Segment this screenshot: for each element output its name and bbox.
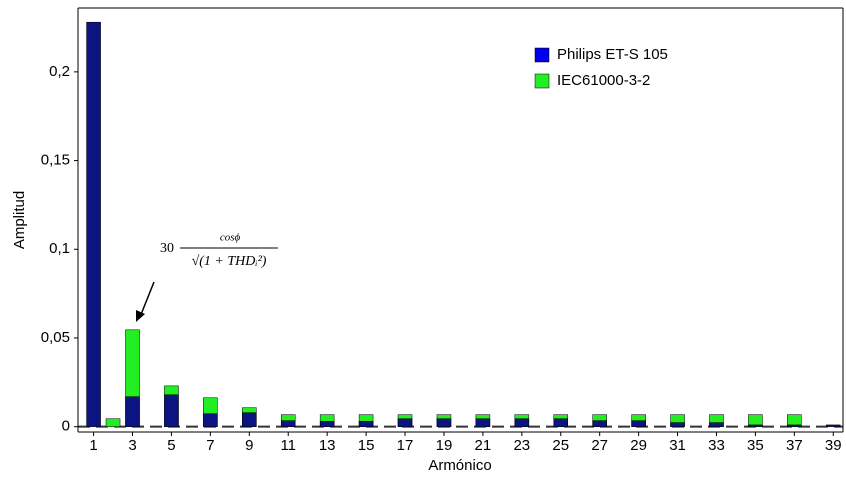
bar — [553, 418, 569, 427]
x-tick-label: 5 — [167, 437, 175, 454]
x-tick-label: 25 — [552, 437, 569, 454]
legend-label: IEC61000-3-2 — [557, 72, 650, 89]
bar — [475, 418, 491, 427]
bar — [358, 421, 374, 427]
x-tick-label: 1 — [89, 437, 97, 454]
bar — [826, 424, 841, 427]
legend-swatch — [534, 47, 550, 63]
bar — [125, 396, 140, 427]
x-tick-label: 35 — [747, 437, 764, 454]
arrow-shaft — [139, 281, 155, 318]
bar — [514, 418, 530, 427]
arrow-head — [136, 310, 145, 322]
bar — [242, 412, 257, 427]
x-axis-label: Armónico — [428, 457, 491, 474]
bar — [397, 418, 413, 427]
bar — [670, 422, 685, 427]
bar — [280, 420, 296, 427]
x-tick-label: 33 — [708, 437, 725, 454]
x-tick-label: 21 — [475, 437, 492, 454]
y-tick-label: 0,05 — [41, 329, 70, 346]
x-tick-label: 39 — [825, 437, 842, 454]
bar — [709, 422, 724, 427]
bar — [631, 420, 646, 427]
bar — [748, 424, 763, 427]
bar — [592, 420, 607, 427]
x-tick-label: 13 — [319, 437, 336, 454]
annotation: 30 cosϕ √(1 + THDᵢ²) — [136, 232, 278, 322]
annotation-numerator: cosϕ — [220, 232, 241, 244]
annotation-denominator: √(1 + THDᵢ²) — [192, 254, 267, 269]
x-tick-label: 15 — [358, 437, 375, 454]
bar — [164, 394, 179, 427]
bar — [105, 418, 121, 427]
bar — [86, 21, 101, 427]
y-tick-label: 0,1 — [49, 240, 70, 257]
legend-label: Philips ET-S 105 — [557, 46, 668, 63]
annotation-coefficient: 30 — [160, 241, 174, 256]
y-tick-label: 0 — [62, 418, 70, 435]
x-tick-label: 19 — [436, 437, 453, 454]
x-tick-label: 37 — [786, 437, 803, 454]
y-tick-label: 0,2 — [49, 63, 70, 80]
x-tick-label: 29 — [630, 437, 647, 454]
y-axis-label: Amplitud — [11, 191, 28, 249]
x-tick-label: 7 — [206, 437, 214, 454]
x-tick-label: 31 — [669, 437, 686, 454]
x-tick-label: 27 — [591, 437, 608, 454]
x-tick-label: 11 — [280, 437, 296, 454]
x-tick-label: 17 — [397, 437, 414, 454]
bar — [787, 424, 802, 427]
x-tick-label: 9 — [245, 437, 253, 454]
bar — [203, 413, 218, 427]
legend-swatch — [534, 73, 550, 89]
y-tick-label: 0,15 — [41, 152, 70, 169]
x-tick-label: 3 — [128, 437, 136, 454]
x-tick-label: 23 — [513, 437, 530, 454]
bar — [436, 418, 452, 427]
bar — [319, 421, 335, 427]
